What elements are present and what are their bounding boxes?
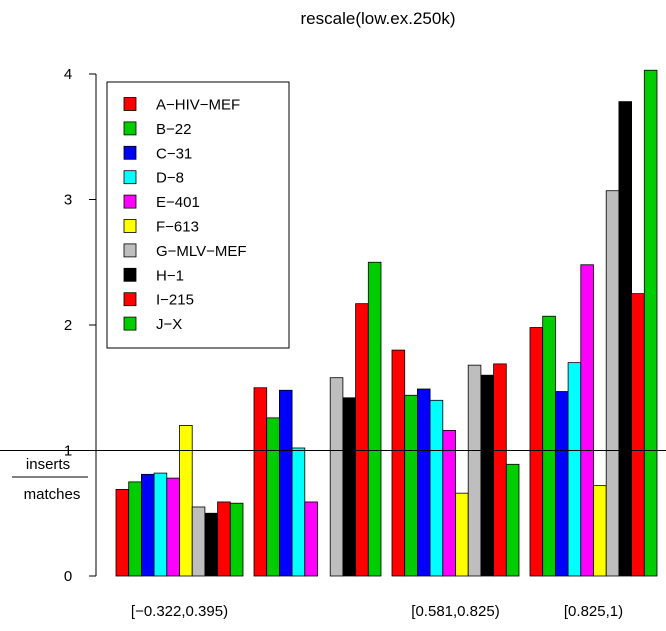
bar [253,387,268,577]
bar-group [115,69,658,577]
bar [166,477,180,577]
bar [291,447,306,577]
legend-label: J−X [156,316,182,333]
bar [179,424,193,577]
legend: A−HIV−MEF B−22 C−31 D−8 E−401 F−613 G−MLV−MEF H… [106,81,290,349]
bar [593,485,607,577]
bar [204,512,218,577]
legend-swatch [123,316,137,331]
bar [442,430,456,577]
bar [567,362,582,577]
bar [266,417,280,577]
legend-label: D−8 [156,170,184,187]
bar [455,492,469,577]
legend-swatch [123,243,137,258]
x-tick-label: [0.581,0.825) [411,603,499,620]
legend-swatch [123,170,137,185]
bar [404,394,418,577]
bar [580,264,594,577]
bar [529,327,544,577]
bar [191,506,206,577]
y-label-bottom: matches [24,486,81,503]
bar [115,489,130,577]
bar [367,261,382,577]
legend-box [106,81,290,349]
legend-label: H−1 [156,267,184,284]
bar [618,101,633,577]
y-tick-label: 2 [64,317,72,334]
bar [555,391,569,577]
bar [429,399,444,577]
bar [304,501,318,577]
y-tick-label: 3 [64,192,72,209]
bar [153,472,168,577]
bar [342,397,356,577]
bar [493,363,507,577]
bar [128,481,142,577]
bar [467,364,482,577]
legend-label: B−22 [156,121,191,138]
legend-label: F−613 [156,219,199,236]
bar [355,303,369,577]
legend-items: A−HIV−MEF B−22 C−31 D−8 E−401 F−613 G−MLV−MEF H… [123,97,247,333]
legend-swatch [123,97,137,111]
legend-swatch [123,121,137,136]
bar [542,315,556,577]
legend-label: C−31 [156,145,192,162]
legend-swatch [123,219,137,233]
bar [329,377,344,577]
bar [140,473,155,577]
legend-label: I−215 [156,292,194,309]
bar [505,463,520,577]
bar [643,69,658,577]
bar [391,349,406,577]
bar [278,389,293,577]
bar [631,293,645,577]
bar [416,388,431,577]
legend-swatch [123,292,137,307]
bar [217,501,231,577]
y-tick-label: 4 [64,66,72,83]
legend-label: G−MLV−MEF [156,243,247,260]
x-tick-label: [0.825,1) [564,603,623,620]
legend-label: A−HIV−MEF [156,97,240,114]
legend-swatch [123,194,137,209]
chart-title: rescale(low.ex.250k) [301,9,456,28]
bar [605,190,620,577]
legend-label: E−401 [156,194,200,211]
bar [229,502,244,577]
x-tick-label: [−0.322,0.395) [131,603,228,620]
bar [480,374,494,577]
legend-swatch [123,267,137,282]
y-label-top: inserts [26,456,70,473]
legend-swatch [123,145,137,160]
x-tick-labels: [−0.322,0.395) [0.581,0.825) [0.825,1) [131,603,623,620]
y-tick-label: 0 [64,568,72,585]
